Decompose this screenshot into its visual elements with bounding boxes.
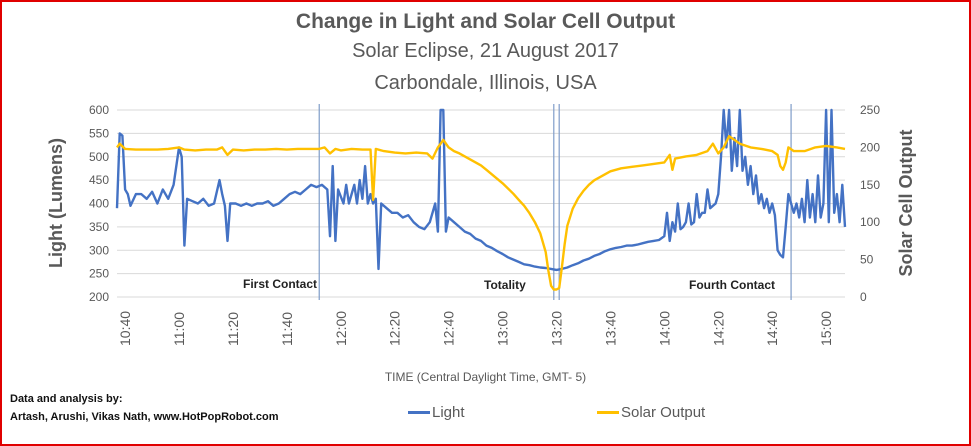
x-tick-label: 15:00 <box>818 311 834 346</box>
chart-subtitle-1: Solar Eclipse, 21 August 2017 <box>352 40 619 62</box>
y2-tick-label: 100 <box>860 215 880 229</box>
x-tick-label: 12:00 <box>333 311 349 346</box>
annotation-first-contact: First Contact <box>243 277 317 291</box>
chart-subtitle-2: Carbondale, Illinois, USA <box>374 72 597 94</box>
legend-swatch-light <box>408 411 430 414</box>
legend-item-solar[interactable]: Solar Output <box>597 404 705 421</box>
y2-axis-title: Solar Cell Output <box>896 129 916 276</box>
y-tick-label: 450 <box>89 173 109 187</box>
x-tick-label: 14:00 <box>656 311 672 346</box>
legend-label-solar: Solar Output <box>621 404 706 421</box>
y2-tick-label: 250 <box>860 103 880 117</box>
x-axis-title: TIME (Central Daylight Time, GMT- 5) <box>384 370 587 384</box>
y2-tick-label: 150 <box>860 178 880 192</box>
y-tick-label: 300 <box>89 243 109 257</box>
y-tick-label: 200 <box>89 290 109 304</box>
event-markers <box>318 104 792 300</box>
chart-title: Change in Light and Solar Cell Output <box>295 10 676 33</box>
y2-tick-label: 0 <box>860 290 867 304</box>
x-tick-label: 10:40 <box>117 311 133 346</box>
y-axis-title: Light (Lumens) <box>46 138 66 268</box>
legend-label-light: Light <box>432 404 465 421</box>
x-tick-label: 11:20 <box>225 312 241 346</box>
legend-item-light[interactable]: Light <box>408 404 465 421</box>
y2-tick-label: 200 <box>860 140 880 154</box>
y-tick-label: 600 <box>89 103 109 117</box>
x-tick-label: 14:20 <box>710 311 726 346</box>
y-tick-label: 350 <box>89 220 109 234</box>
x-tick-label: 11:00 <box>171 312 187 346</box>
x-tick-label: 12:20 <box>387 311 403 346</box>
series-light-line <box>115 108 847 272</box>
y2-axis-ticks: 0 50 100 150 200 250 <box>860 103 880 304</box>
x-tick-label: 13:00 <box>495 311 511 346</box>
credit-line-2: Artash, Arushi, Vikas Nath, www.HotPopRo… <box>10 411 279 423</box>
y-tick-label: 250 <box>89 267 109 281</box>
y2-tick-label: 50 <box>860 253 874 267</box>
credit-line-1: Data and analysis by: <box>10 393 123 405</box>
x-tick-label: 14:40 <box>764 311 780 346</box>
y-axis-ticks: 200 250 300 350 400 450 500 550 600 <box>89 103 109 304</box>
y-tick-label: 400 <box>89 197 109 211</box>
gridlines <box>117 109 845 298</box>
x-tick-label: 11:40 <box>279 312 295 346</box>
annotation-totality: Totality <box>484 278 526 292</box>
x-tick-label: 12:40 <box>441 311 457 346</box>
annotation-fourth-contact: Fourth Contact <box>689 278 775 292</box>
series-solar-line <box>116 135 846 291</box>
x-tick-label: 13:40 <box>602 311 618 346</box>
y-tick-label: 550 <box>89 126 109 140</box>
x-axis-ticks: 10:40 11:00 11:20 11:40 12:00 12:20 12:40 13:00… <box>117 311 834 346</box>
legend-swatch-solar <box>597 411 619 414</box>
x-tick-label: 13:20 <box>548 311 564 346</box>
y-tick-label: 500 <box>89 150 109 164</box>
